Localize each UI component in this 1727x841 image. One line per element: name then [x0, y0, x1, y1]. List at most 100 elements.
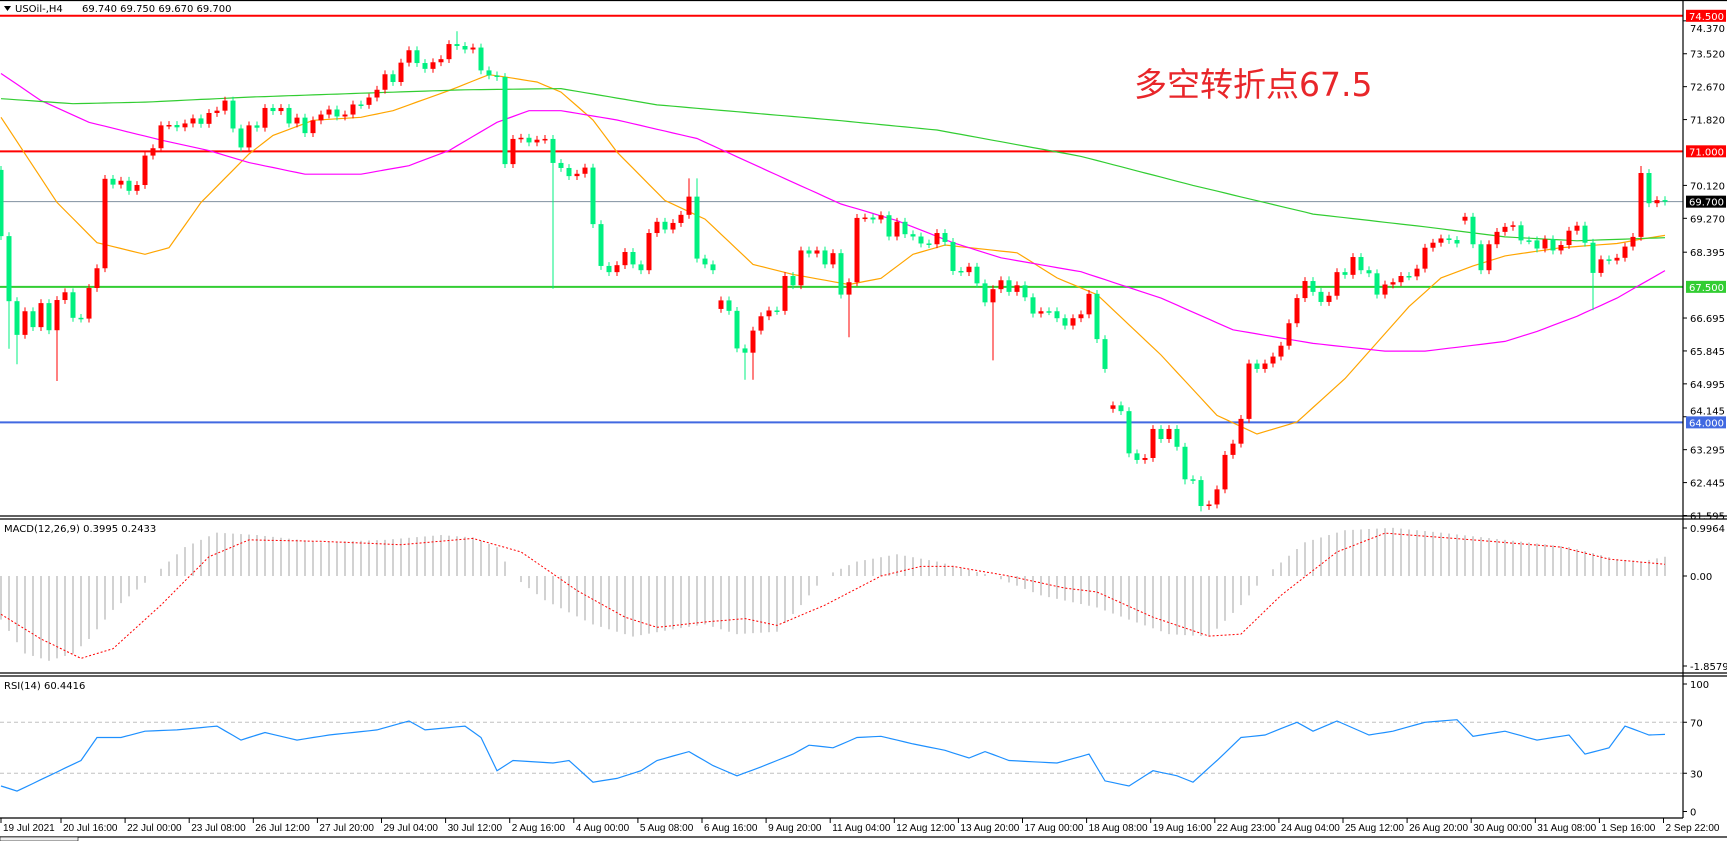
candle[interactable] [1566, 226, 1572, 249]
candle[interactable] [230, 96, 236, 133]
candle[interactable] [974, 262, 980, 288]
candle[interactable] [1094, 289, 1100, 343]
candle[interactable] [1270, 352, 1276, 368]
candle[interactable] [1110, 401, 1116, 413]
candle[interactable] [982, 279, 988, 307]
candle[interactable] [710, 260, 716, 275]
candle[interactable] [694, 178, 700, 263]
candle[interactable] [758, 312, 764, 335]
candle[interactable] [414, 46, 420, 67]
candle[interactable] [910, 230, 916, 241]
candle[interactable] [158, 121, 164, 153]
candle[interactable] [966, 262, 972, 277]
candle[interactable] [902, 217, 908, 239]
candle[interactable] [822, 246, 828, 269]
candle[interactable] [494, 71, 500, 81]
candle[interactable] [134, 181, 140, 195]
chart-tab[interactable] [0, 836, 79, 841]
candle[interactable] [110, 174, 116, 189]
candle[interactable] [1334, 268, 1340, 300]
candle[interactable] [1542, 235, 1548, 253]
candle[interactable] [278, 104, 284, 115]
candle[interactable] [438, 55, 444, 67]
candle[interactable] [1550, 235, 1556, 255]
candle[interactable] [774, 306, 780, 315]
candle[interactable] [702, 254, 708, 269]
candle[interactable] [1342, 268, 1348, 279]
candle[interactable] [1126, 407, 1132, 458]
candle[interactable] [718, 296, 724, 313]
candle[interactable] [566, 164, 572, 180]
candle[interactable] [1318, 288, 1324, 306]
candle[interactable] [46, 299, 52, 335]
candle[interactable] [574, 169, 580, 180]
candle[interactable] [798, 246, 804, 290]
candle[interactable] [1246, 359, 1252, 423]
candle[interactable] [526, 133, 532, 147]
candle[interactable] [1142, 454, 1148, 464]
candle[interactable] [430, 58, 436, 73]
candle[interactable] [1134, 449, 1140, 464]
candle[interactable] [126, 176, 132, 195]
candle[interactable] [598, 220, 604, 270]
candle[interactable] [1014, 281, 1020, 296]
candle[interactable] [638, 260, 644, 275]
candle[interactable] [894, 217, 900, 241]
candle[interactable] [750, 326, 756, 380]
candle[interactable] [926, 239, 932, 249]
candle[interactable] [1102, 335, 1108, 373]
candle[interactable] [1630, 233, 1636, 251]
candle[interactable] [622, 248, 628, 270]
candle[interactable] [870, 213, 876, 224]
candle[interactable] [326, 105, 332, 119]
candle[interactable] [1654, 196, 1660, 208]
candle[interactable] [1590, 238, 1596, 311]
candle[interactable] [1350, 253, 1356, 279]
candle[interactable] [1390, 278, 1396, 289]
candle[interactable] [1158, 425, 1164, 443]
candle[interactable] [1510, 221, 1516, 231]
candle[interactable] [1230, 439, 1236, 459]
price-panel[interactable] [0, 14, 1683, 512]
candle[interactable] [1150, 425, 1156, 462]
candle[interactable] [998, 276, 1004, 294]
candle[interactable] [1038, 307, 1044, 318]
candle[interactable] [502, 73, 508, 168]
candle[interactable] [678, 210, 684, 227]
candle[interactable] [766, 306, 772, 321]
candle[interactable] [1526, 236, 1532, 245]
candle[interactable] [1254, 359, 1260, 373]
candle[interactable] [814, 246, 820, 258]
candle[interactable] [614, 261, 620, 277]
candle[interactable] [510, 135, 516, 168]
candle[interactable] [262, 104, 268, 132]
candle[interactable] [830, 249, 836, 269]
candle[interactable] [1574, 221, 1580, 235]
candle[interactable] [1006, 276, 1012, 296]
candle[interactable] [30, 307, 36, 331]
candle[interactable] [334, 105, 340, 121]
candle[interactable] [1174, 425, 1180, 451]
candle[interactable] [862, 213, 868, 222]
rsi-panel[interactable] [0, 719, 1683, 792]
candle[interactable] [1262, 359, 1268, 373]
candle[interactable] [1534, 236, 1540, 253]
candle[interactable] [1190, 475, 1196, 484]
candle[interactable] [1062, 314, 1068, 330]
candle[interactable] [454, 31, 460, 50]
candle[interactable] [550, 135, 556, 289]
candle[interactable] [670, 219, 676, 234]
candle[interactable] [62, 288, 68, 304]
candle[interactable] [6, 232, 12, 349]
candle[interactable] [1446, 234, 1452, 244]
candle[interactable] [1070, 314, 1076, 330]
candle[interactable] [358, 100, 364, 109]
candle[interactable] [1214, 485, 1220, 509]
candle[interactable] [542, 135, 548, 144]
candle[interactable] [1166, 425, 1172, 443]
candle[interactable] [222, 96, 228, 115]
candle[interactable] [470, 43, 476, 54]
candle[interactable] [1310, 277, 1316, 296]
candle[interactable] [1662, 196, 1668, 206]
